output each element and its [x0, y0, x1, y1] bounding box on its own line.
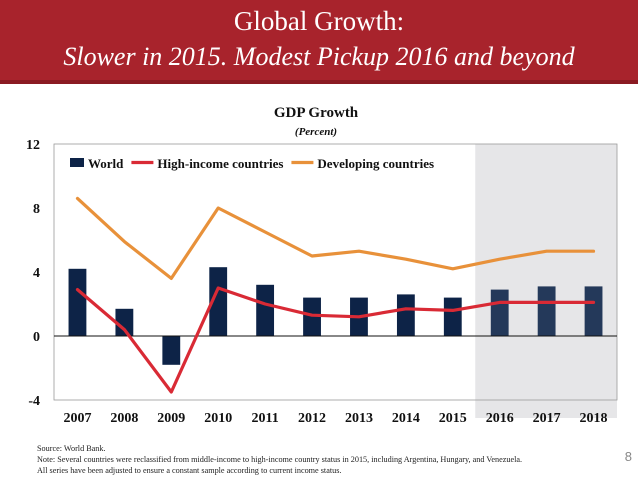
bar-world: [396, 294, 415, 336]
x-tick-label: 2009: [157, 411, 185, 426]
x-tick-label: 2008: [110, 411, 138, 426]
legend-swatch-world: [70, 158, 84, 167]
bar-world: [209, 267, 228, 336]
y-tick-label: 8: [33, 202, 40, 217]
y-tick-label: 4: [33, 266, 40, 281]
source-line: Source: World Bank.: [37, 444, 106, 453]
source-note: Source: World Bank. Note: Several countr…: [37, 443, 627, 476]
chart-title: GDP Growth: [274, 105, 359, 121]
legend-label-developing-countries: Developing countries: [317, 156, 434, 171]
bar-world: [490, 289, 509, 336]
y-tick-label: -4: [28, 394, 40, 409]
bar-world: [443, 297, 462, 336]
adjustment-line: All series have been adjusted to ensure …: [37, 466, 342, 475]
x-tick-label: 2018: [580, 411, 608, 426]
slide-header: Global Growth: Slower in 2015. Modest Pi…: [0, 0, 638, 84]
bar-world: [584, 286, 603, 336]
bar-world: [115, 308, 134, 336]
page-number: 8: [624, 449, 632, 464]
slide-title: Global Growth:: [233, 6, 405, 36]
x-tick-label: 2007: [63, 411, 91, 426]
x-tick-label: 2012: [298, 411, 326, 426]
gdp-growth-chart: GDP Growth (Percent) 12 8 4 0 -4 2007 2008 2009 20…: [26, 105, 618, 426]
x-tick-label: 2017: [533, 411, 561, 426]
bar-world: [162, 336, 181, 365]
header-bottom-band: [0, 80, 638, 84]
plot-frame: [53, 143, 618, 401]
x-tick-label: 2013: [345, 411, 373, 426]
bar-world: [256, 284, 275, 336]
x-tick-label: 2014: [392, 411, 420, 426]
forecast-shading: [475, 144, 617, 418]
chart-subtitle: (Percent): [295, 126, 337, 138]
line-high-income-countries: [75, 286, 596, 394]
slide-subtitle: Slower in 2015. Modest Pickup 2016 and b…: [63, 42, 575, 71]
x-tick-label: 2016: [486, 411, 514, 426]
bar-world: [537, 286, 556, 336]
note-line: Note: Several countries were reclassifie…: [37, 455, 523, 464]
legend-label-world: World: [88, 156, 124, 171]
x-tick-label: 2015: [439, 411, 467, 426]
x-tick-label: 2010: [204, 411, 232, 426]
y-tick-label: 12: [26, 138, 40, 153]
legend-label-high-income-countries: High-income countries: [157, 156, 283, 171]
x-tick-label: 2011: [252, 411, 279, 426]
bar-world: [68, 268, 87, 336]
y-tick-label: 0: [33, 330, 40, 345]
line-developing-countries: [75, 196, 596, 280]
